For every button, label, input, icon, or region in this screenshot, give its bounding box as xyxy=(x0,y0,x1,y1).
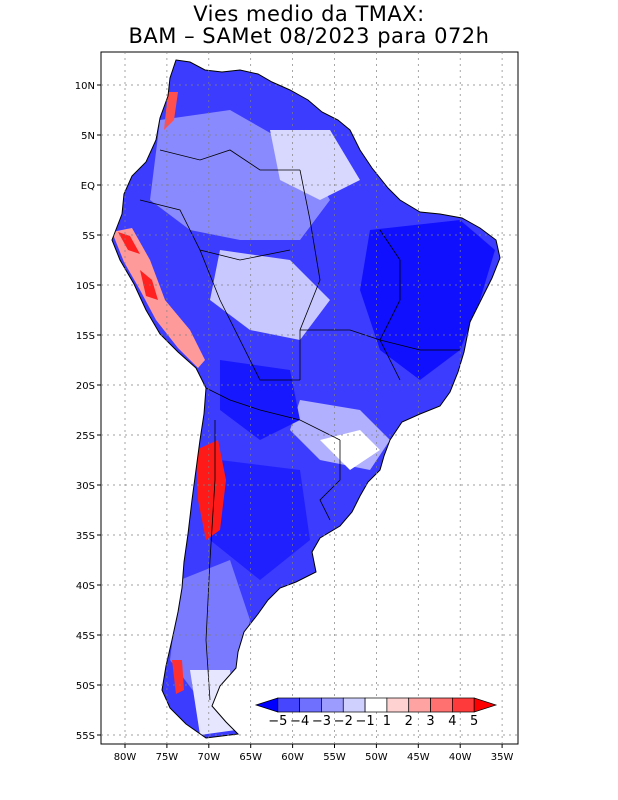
lon-tick-label: 80W xyxy=(114,752,137,763)
map-grid xyxy=(101,52,518,744)
border-chile-argentina xyxy=(205,420,216,701)
lon-tick-label: 40W xyxy=(449,752,472,763)
bias-peak-patagonia xyxy=(172,660,184,694)
latitude-axis: 10N 5N EQ 5S 10S 15S 20S 25S 30S 35S 40S 45S 50S 55S xyxy=(75,81,101,742)
colorbar-label: −3 xyxy=(312,714,331,729)
bias-zone-patagonia xyxy=(170,560,250,700)
colorbar-swatch xyxy=(364,697,388,713)
lon-tick-label: 55W xyxy=(323,752,346,763)
colorbar-swatch xyxy=(430,697,453,713)
colorbar-label: −4 xyxy=(290,714,309,729)
border-colombia-venezuela xyxy=(159,149,300,171)
bias-zone-andes-north xyxy=(112,228,205,368)
bias-peak-colombia xyxy=(164,92,178,130)
border-brazil-states xyxy=(379,229,401,381)
colorbar-arrow-high xyxy=(473,697,498,713)
bias-zone-neutral xyxy=(320,430,380,470)
lat-tick-label: 50S xyxy=(76,681,95,692)
bias-zone-guiana xyxy=(270,130,360,200)
longitude-axis: 80W 75W 70W 65W 60W 55W 50W 45W 40W 35W xyxy=(114,744,514,763)
chart-title-line2: BAM – SAMet 08/2023 para 072h xyxy=(128,24,490,48)
lat-tick-label: 5N xyxy=(81,131,95,142)
lon-tick-label: 75W xyxy=(156,752,179,763)
colorbar-label: 5 xyxy=(470,714,478,729)
colorbar-label: 1 xyxy=(383,714,391,729)
lat-tick-label: EQ xyxy=(81,181,95,192)
colorbar-label: 3 xyxy=(426,714,434,729)
bias-peak-chile xyxy=(196,440,226,540)
lat-tick-label: 5S xyxy=(82,231,95,242)
lon-tick-label: 60W xyxy=(281,752,304,763)
colorbar-label: 4 xyxy=(448,714,456,729)
lat-tick-label: 10S xyxy=(76,281,95,292)
lat-tick-label: 20S xyxy=(76,381,95,392)
lat-tick-label: 30S xyxy=(76,481,95,492)
lon-tick-label: 50W xyxy=(365,752,388,763)
lon-tick-label: 45W xyxy=(407,752,430,763)
lat-tick-label: 15S xyxy=(76,331,95,342)
border-uruguay xyxy=(319,440,341,521)
bias-peak-ecuador xyxy=(118,232,140,254)
colorbar-swatch xyxy=(408,697,431,713)
colorbar-swatch xyxy=(386,697,410,713)
colorbar-label: −2 xyxy=(334,714,353,729)
colorbar-swatch xyxy=(299,697,322,713)
border-brazil-bolivia xyxy=(299,169,321,380)
colorbar-label: −1 xyxy=(356,714,375,729)
lat-tick-label: 10N xyxy=(75,81,95,92)
border-peru-bolivia xyxy=(199,249,300,381)
colorbar-swatch xyxy=(452,697,475,713)
bias-zone-northeast xyxy=(360,220,495,380)
colorbar-label: −5 xyxy=(268,714,287,729)
colorbar-swatch xyxy=(277,697,300,713)
country-borders xyxy=(139,149,460,701)
bias-zone-central xyxy=(210,250,330,340)
lat-tick-label: 25S xyxy=(76,431,95,442)
lat-tick-label: 40S xyxy=(76,581,95,592)
lon-tick-label: 65W xyxy=(239,752,262,763)
lon-tick-label: 35W xyxy=(491,752,514,763)
colorbar-label: 2 xyxy=(405,714,413,729)
lat-tick-label: 55S xyxy=(76,731,95,742)
chart-title-line1: Vies medio da TMAX: xyxy=(193,2,425,26)
colorbar-swatch xyxy=(321,697,344,713)
border-brazil-states-2 xyxy=(300,329,460,351)
colorbar-swatch xyxy=(342,697,366,713)
lat-tick-label: 35S xyxy=(76,531,95,542)
lon-tick-label: 70W xyxy=(197,752,220,763)
bias-zone-pampas xyxy=(210,460,310,580)
lat-tick-label: 45S xyxy=(76,631,95,642)
border-argentina-north xyxy=(205,387,341,441)
colorbar: −5 −4 −3 −2 −1 1 2 3 4 5 xyxy=(254,697,498,729)
